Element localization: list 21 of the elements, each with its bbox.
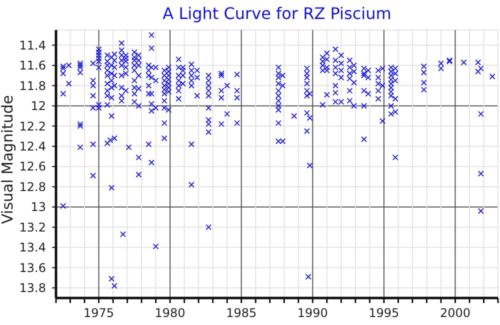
x-tick-label: 1995	[368, 306, 400, 320]
y-tick-label: 11.6	[19, 58, 46, 73]
y-tick-label: 12	[30, 99, 46, 114]
y-tick-label: 11.8	[19, 78, 46, 93]
x-tick-label: 2000	[440, 306, 470, 320]
x-tick-label: 1975	[84, 306, 114, 320]
y-tick-label: 13.4	[19, 240, 46, 255]
y-axis-title: Visual Magnitude	[0, 94, 16, 224]
y-tick-label: 13	[30, 200, 46, 214]
x-tick-label: 1985	[226, 306, 257, 320]
y-tick-label: 13.6	[19, 260, 46, 275]
y-tick-label: 11.4	[19, 38, 46, 52]
y-tick-label: 12.6	[19, 160, 46, 174]
y-tick-label: 12.8	[19, 180, 46, 194]
y-tick-label: 13.2	[19, 220, 46, 234]
y-tick-label: 12.2	[19, 119, 46, 134]
x-tick-label: 1980	[154, 306, 186, 320]
y-tick-label: 13.8	[19, 281, 46, 296]
x-tick-label: 1990	[297, 306, 328, 320]
y-tick-label: 12.4	[19, 140, 46, 154]
chart-title: A Light Curve for RZ Piscium	[162, 4, 392, 23]
